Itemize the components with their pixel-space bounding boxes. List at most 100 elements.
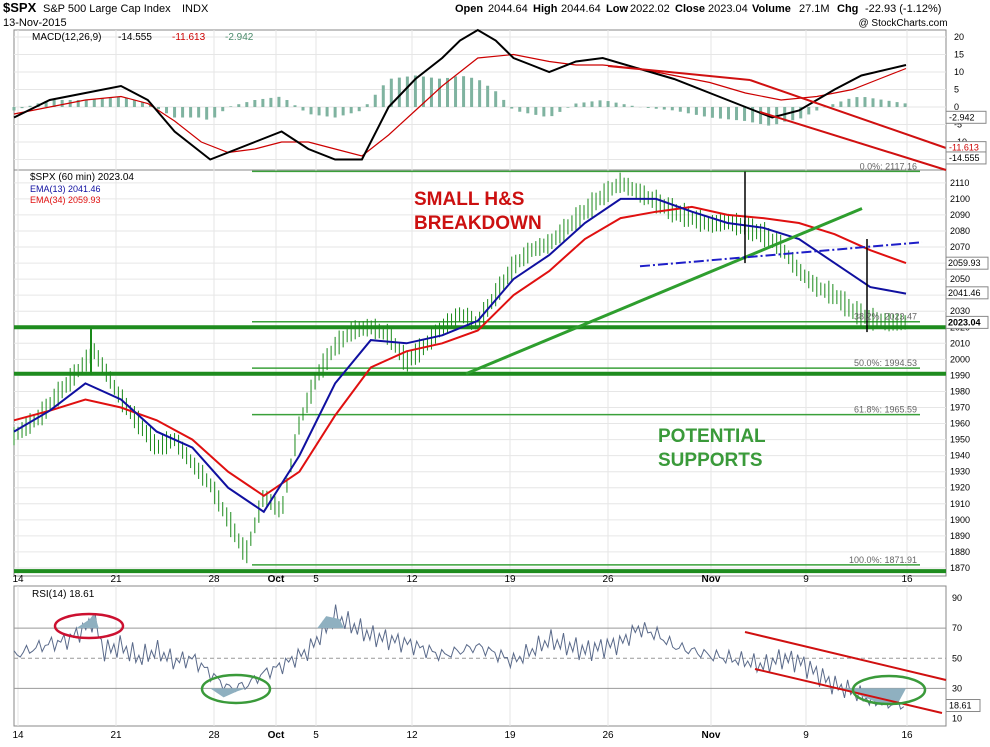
macd-histogram-bar [13,107,16,111]
macd-histogram-bar [277,97,280,107]
macd-histogram-bar [173,107,176,118]
watermark: @ StockCharts.com [858,18,947,29]
macd-histogram-bar [623,104,626,107]
rsi-y-tick: 70 [952,623,962,633]
macd-histogram-bar [61,100,64,107]
macd-y-tick: 10 [954,67,964,77]
macd-histogram-bar [759,107,762,124]
quote-volume-label: Volume [752,3,791,15]
x-tick-label: 12 [406,574,418,585]
macd-histogram-bar [342,107,345,115]
macd-histogram-bar [831,104,834,107]
rsi-right-label: 18.61 [949,701,972,711]
price-y-tick: 2070 [950,242,970,252]
macd-histogram-bar [366,104,369,107]
macd-histogram-bar [85,100,88,107]
rsi-overbought-fill [317,616,344,628]
macd-histogram-bar [534,107,537,115]
macd-histogram-bar [398,78,401,107]
macd-histogram-bar [109,98,112,107]
quote-chg-label: Chg [837,3,858,15]
macd-histogram-bar [687,107,690,113]
macd-histogram-bar [607,101,610,107]
quote-volume: 27.1M [799,3,830,15]
rsi-x-tick-label: 26 [602,730,614,741]
fib-level-label: 61.8%: 1965.59 [854,405,917,415]
rsi-x-tick-label: 19 [504,730,516,741]
ema34-line [14,207,906,496]
macd-histogram-bar [229,106,232,107]
rsi-x-tick-label: Nov [702,730,721,741]
annotation-hs-2: BREAKDOWN [414,213,542,234]
ema13-legend: EMA(13) 2041.46 [30,184,101,194]
fib-level-label: 50.0%: 1994.53 [854,358,917,368]
macd-histogram-bar [293,105,296,107]
rsi-legend: RSI(14) 18.61 [32,589,95,600]
macd-histogram-bar [847,99,850,107]
macd-histogram-bar [599,100,602,107]
macd-histogram-bar [318,107,321,115]
quote-open: 2044.64 [488,3,528,15]
price-y-tick: 1890 [950,531,970,541]
macd-histogram-bar [574,104,577,108]
quote-close-label: Close [675,3,705,15]
quote-low-label: Low [606,3,628,15]
price-right-label: 2023.04 [948,317,981,327]
macd-value-2: -11.613 [172,32,206,43]
price-right-label: 2059.93 [948,258,981,268]
annotation-hs-1: SMALL H&S [414,189,524,210]
macd-histogram-bar [743,107,746,121]
macd-histogram-bar [510,107,513,109]
rsi-line [14,605,904,709]
macd-histogram-bar [815,107,818,111]
rsi-y-tick: 30 [952,683,962,693]
macd-histogram-bar [454,76,457,107]
macd-value-3: -2.942 [225,32,254,43]
x-tick-label: 5 [313,574,319,585]
macd-histogram-bar [302,107,305,111]
price-y-tick: 2050 [950,274,970,284]
macd-histogram-bar [462,76,465,107]
quote-chg: -22.93 (-1.12%) [865,3,941,15]
macd-histogram-bar [470,78,473,107]
x-tick-label: 14 [12,574,24,585]
macd-histogram-bar [719,107,722,119]
x-tick-label: 9 [803,574,809,585]
rsi-x-tick-label: 9 [803,730,809,741]
price-y-tick: 1950 [950,435,970,445]
macd-histogram-bar [679,107,682,112]
price-y-tick: 1940 [950,451,970,461]
annotation-supports-2: SUPPORTS [658,450,763,471]
price-y-tick: 1980 [950,386,970,396]
x-tick-label: Oct [268,574,285,585]
macd-y-tick: 0 [954,102,959,112]
fib-level-label: 38.2%: 2023.47 [854,312,917,322]
macd-histogram-bar [727,107,730,119]
macd-right-label: -14.555 [949,153,980,163]
price-right-label: 2041.46 [948,288,981,298]
ema34-legend-value: 2059.93 [68,195,101,205]
macd-legend: MACD(12,26,9) [32,32,101,43]
fib-level-label: 100.0%: 1871.91 [849,555,917,565]
macd-histogram-bar [550,107,553,116]
macd-histogram-bar [518,107,521,112]
macd-signal-line [14,55,906,157]
price-y-tick: 1880 [950,547,970,557]
macd-histogram-bar [125,98,128,107]
x-tick-label: 21 [110,574,122,585]
macd-histogram-bar [117,97,120,107]
macd-histogram-bar [189,107,192,118]
macd-histogram-bar [863,97,866,107]
macd-histogram-bar [334,107,337,118]
rsi-oversold-fill [210,688,246,697]
rsi-x-tick-label: 14 [12,730,24,741]
x-tick-label: 19 [504,574,516,585]
price-y-tick: 2110 [950,178,969,188]
rsi-x-tick-label: 28 [208,730,220,741]
macd-histogram-bar [101,98,104,107]
macd-histogram-bar [213,107,216,118]
macd-histogram-bar [896,102,899,107]
macd-histogram-bar [566,107,569,108]
macd-histogram-bar [358,107,361,111]
macd-line [14,30,906,160]
